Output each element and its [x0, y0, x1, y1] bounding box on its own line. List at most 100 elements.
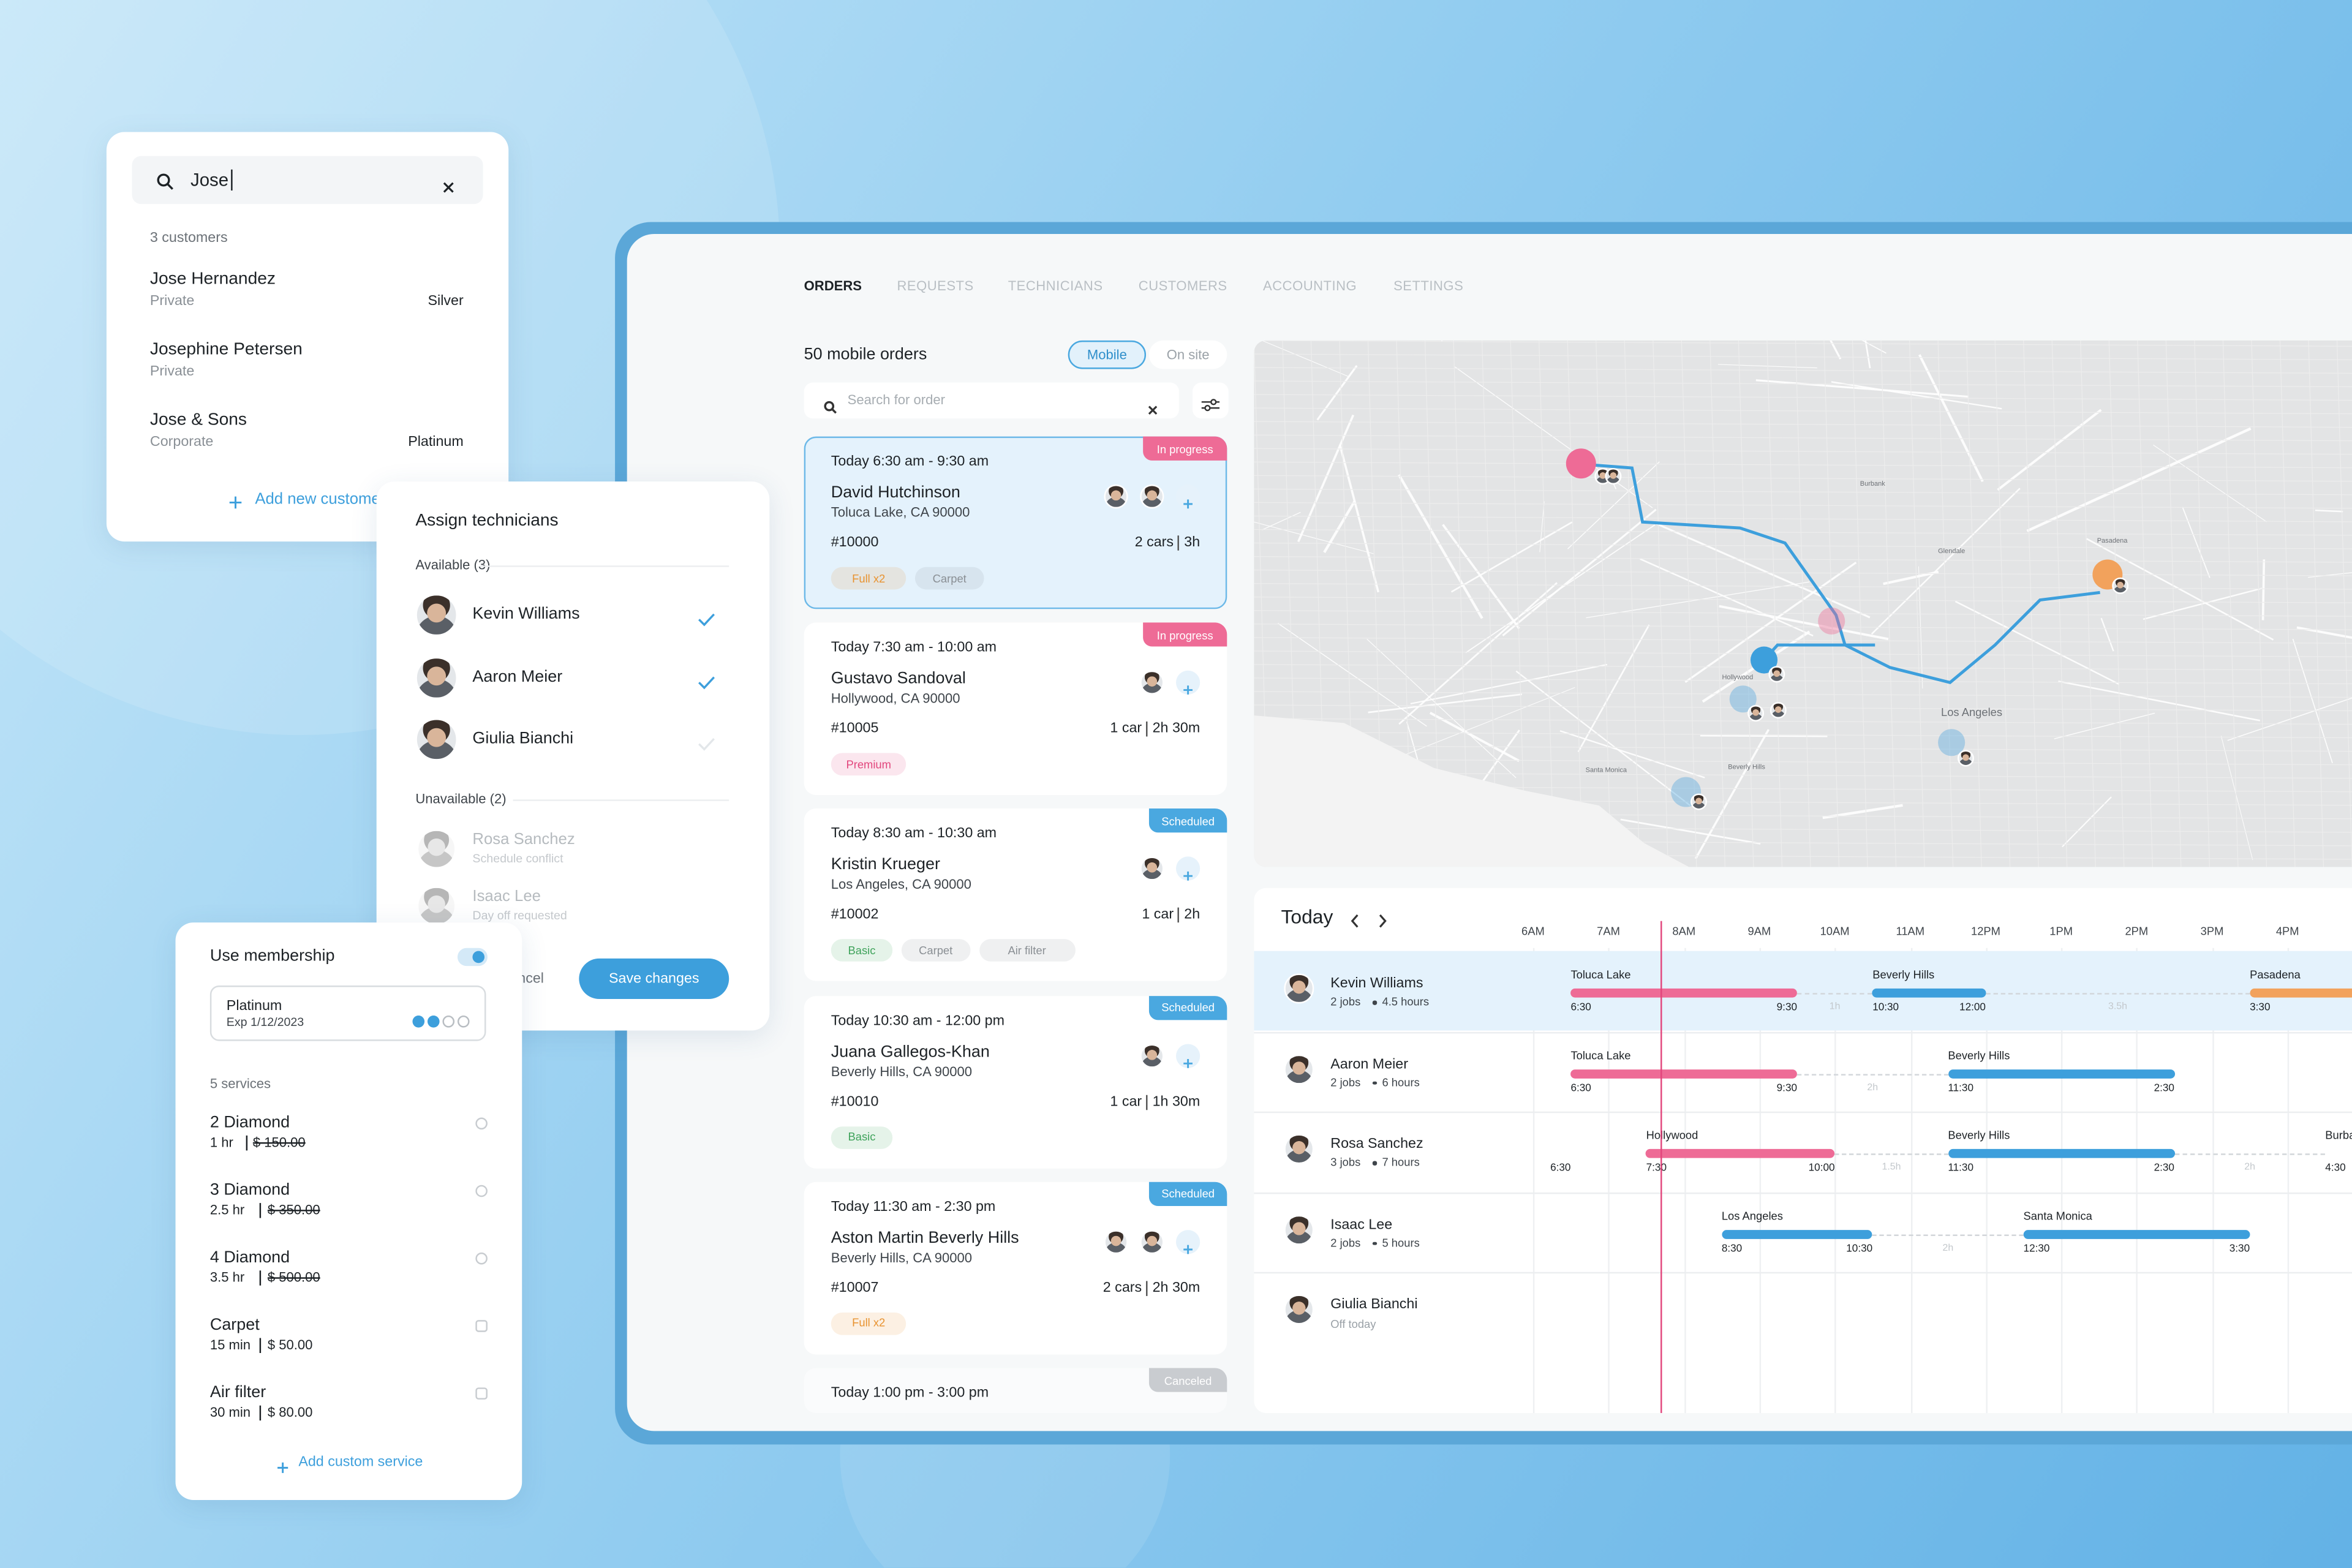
status-badge — [1143, 622, 1227, 647]
job-end: 9:30 — [1776, 1003, 1798, 1014]
order-search[interactable] — [804, 382, 1179, 419]
job-end: 2:30 — [2154, 1163, 2174, 1174]
row-divider — [1254, 1112, 2352, 1114]
plus-icon — [1182, 1049, 1194, 1068]
customer-address: Los Angeles, CA 90000 — [831, 877, 971, 892]
order-card[interactable] — [804, 809, 1227, 982]
nav-tab[interactable]: ORDERS — [804, 278, 862, 293]
plus-icon — [1182, 863, 1194, 881]
check-icon[interactable] — [698, 670, 715, 689]
mode-label[interactable]: On site — [1166, 347, 1210, 363]
order-cars: 2 cars — [1134, 534, 1174, 551]
customer-name[interactable]: Josephine Petersen — [149, 341, 303, 360]
customer-name[interactable]: Jose Hernandez — [149, 270, 276, 288]
save-button[interactable] — [579, 958, 729, 1000]
clear-button[interactable] — [442, 174, 454, 193]
add-service[interactable]: Add custom service — [298, 1453, 423, 1471]
order-card[interactable] — [804, 436, 1227, 609]
order-card[interactable] — [804, 995, 1227, 1168]
search-icon — [156, 171, 174, 190]
order-duration: 2h 30m — [1152, 1280, 1200, 1297]
customer-name[interactable]: Jose & Sons — [149, 412, 247, 430]
job-start: 10:30 — [1872, 1003, 1899, 1014]
service-checkbox[interactable] — [475, 1117, 488, 1130]
order-duration: 1h 30m — [1152, 1093, 1200, 1110]
plan-box — [209, 985, 486, 1041]
nav-tab[interactable]: ACCOUNTING — [1263, 278, 1357, 293]
mode-mobile[interactable] — [1068, 340, 1147, 369]
nav-tab[interactable]: CUSTOMERS — [1138, 278, 1227, 293]
add-customer[interactable]: Add new customer — [255, 490, 386, 508]
order-id: #10010 — [831, 1093, 879, 1110]
service-tag-label: Basic — [848, 943, 876, 957]
hour-label: 10AM — [1820, 924, 1850, 938]
gap-label: 1h — [1829, 1001, 1841, 1012]
avatar — [1689, 793, 1706, 810]
row-divider — [1254, 1031, 2352, 1033]
mode-onsite[interactable] — [1148, 340, 1227, 369]
technician-name[interactable]: Kevin Williams — [472, 605, 580, 624]
avatar — [1140, 484, 1164, 509]
order-cars: 1 car — [1142, 907, 1174, 924]
technician-name[interactable]: Giulia Bianchi — [472, 729, 574, 748]
search-field[interactable] — [132, 156, 483, 205]
mode-label[interactable]: Mobile — [1087, 347, 1127, 363]
service-tag-label: Basic — [848, 1129, 876, 1144]
job-end: 10:00 — [1808, 1163, 1835, 1174]
nav-tab[interactable]: SETTINGS — [1393, 278, 1464, 293]
clear-button[interactable] — [1147, 396, 1158, 415]
gap-line — [1797, 1073, 1948, 1075]
order-id: #10002 — [831, 907, 879, 924]
service-checkbox[interactable] — [475, 1387, 488, 1399]
customer-name: Gustavo Sandoval — [831, 669, 966, 688]
job-bar — [1948, 1069, 2174, 1078]
check-icon[interactable] — [698, 733, 715, 752]
filter-button[interactable] — [1192, 382, 1229, 419]
order-time: Today 7:30 am - 10:00 am — [831, 639, 997, 657]
order-card[interactable] — [804, 622, 1227, 796]
avatar — [415, 718, 458, 761]
gap-label: 3.5h — [2108, 1001, 2128, 1012]
service-tag-label: Carpet — [932, 571, 967, 585]
service-checkbox[interactable] — [475, 1185, 488, 1197]
status-badge — [1143, 436, 1227, 461]
nav-tab[interactable]: REQUESTS — [897, 278, 974, 293]
customer-name: Juana Gallegos-Khan — [831, 1042, 990, 1061]
status-badge — [1148, 1182, 1227, 1206]
status-label: Scheduled — [1161, 815, 1215, 829]
order-time: Today 10:30 am - 12:00 pm — [831, 1012, 1005, 1029]
job-location: Beverly Hills — [1872, 968, 1935, 982]
hour-grid — [2136, 948, 2138, 1413]
service-tag — [915, 567, 984, 590]
next-day[interactable] — [1377, 909, 1387, 928]
job-start: 12:30 — [2023, 1243, 2050, 1255]
row-divider — [1254, 1192, 2352, 1194]
hour-label: 8AM — [1672, 924, 1696, 938]
service-checkbox[interactable] — [475, 1252, 488, 1265]
gap-line — [1797, 993, 1873, 995]
job-end: 3:30 — [2229, 1243, 2250, 1255]
technician-name: Giulia Bianchi — [1330, 1297, 1418, 1314]
technician-name: Isaac Lee — [472, 888, 541, 906]
hour-grid — [1985, 948, 1988, 1413]
map-label: Hollywood — [1722, 673, 1754, 681]
technician-hours: 5 hours — [1382, 1236, 1420, 1250]
check-icon[interactable] — [698, 608, 715, 627]
save-label[interactable]: Save changes — [609, 971, 699, 988]
unavailable-label: Unavailable (2) — [415, 791, 507, 807]
technician-name[interactable]: Aaron Meier — [472, 668, 563, 686]
order-id: #10007 — [831, 1280, 879, 1297]
avatar — [1284, 1054, 1314, 1084]
search-placeholder: Search for order — [847, 392, 945, 407]
service-checkbox[interactable] — [475, 1319, 488, 1332]
nav-tab[interactable]: TECHNICIANS — [1008, 278, 1103, 293]
hour-label: 6AM — [1521, 924, 1545, 938]
order-card[interactable] — [804, 1182, 1227, 1354]
prev-day[interactable] — [1350, 909, 1360, 928]
service-tag-label: Full x2 — [852, 1316, 886, 1330]
hour-grid — [2287, 948, 2290, 1413]
order-cars: 2 cars — [1102, 1280, 1142, 1297]
service-name: Carpet — [209, 1316, 260, 1334]
separator — [260, 1337, 262, 1353]
separator — [1146, 1094, 1148, 1110]
